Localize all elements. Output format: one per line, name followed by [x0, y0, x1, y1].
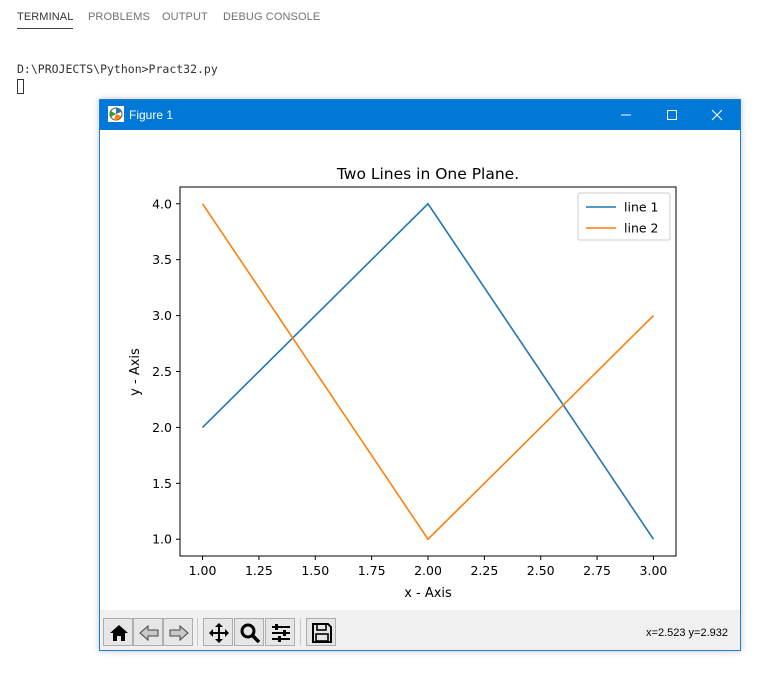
y-tick-label: 3.5: [152, 252, 172, 267]
y-tick-label: 2.5: [152, 364, 172, 379]
back-arrow-icon: [139, 624, 159, 642]
y-axis-label: y - Axis: [128, 348, 143, 396]
y-tick-label: 2.0: [152, 420, 172, 435]
tab-output[interactable]: OUTPUT: [162, 11, 208, 23]
legend-label-1: line 1: [624, 200, 659, 215]
y-axis-ticks: 1.0 1.5 2.0 2.5 3.0 3.5 4.0: [152, 196, 180, 547]
legend: line 1 line 2: [577, 192, 671, 241]
x-tick-label: 2.25: [470, 563, 498, 578]
zoom-button[interactable]: [234, 618, 264, 646]
configure-subplots-button[interactable]: [265, 618, 295, 646]
series-line-1: [201, 202, 655, 540]
panel-tab-bar: TERMINAL PROBLEMS OUTPUT DEBUG CONSOLE: [0, 0, 778, 34]
toolbar-separator: [197, 618, 198, 646]
x-tick-label: 1.75: [358, 563, 386, 578]
minimize-button[interactable]: [603, 100, 649, 130]
x-tick-label: 2.75: [583, 563, 611, 578]
x-tick-label: 1.00: [189, 563, 217, 578]
series-lines: [201, 202, 655, 541]
pan-button[interactable]: [203, 618, 233, 646]
configure-subplots-icon: [272, 624, 290, 642]
navigation-toolbar: x=2.523 y=2.932: [100, 610, 740, 650]
matplotlib-logo-icon: [108, 106, 124, 122]
series-line-2: [201, 203, 655, 541]
y-tick-label: 3.0: [152, 308, 172, 323]
x-tick-label: 2.00: [414, 563, 442, 578]
pan-move-icon: [209, 623, 229, 643]
line-chart[interactable]: Two Lines in One Plane. 1.00 1.25 1.50 1.75…: [100, 130, 740, 610]
x-tick-label: 1.50: [301, 563, 329, 578]
tab-problems[interactable]: PROBLEMS: [88, 11, 150, 23]
maximize-icon: [667, 110, 677, 120]
x-tick-label: 3.00: [640, 563, 668, 578]
save-button[interactable]: [306, 618, 336, 646]
close-button[interactable]: [694, 100, 740, 130]
home-icon: [110, 625, 128, 641]
home-button[interactable]: [103, 618, 133, 646]
minimize-icon: [621, 114, 631, 116]
zoom-magnifier-icon: [240, 623, 261, 644]
tab-terminal[interactable]: TERMINAL: [17, 11, 74, 29]
figure-window: Figure 1 Two Lines in One Plane. 1.00 1.2…: [99, 99, 741, 651]
y-tick-label: 4.0: [152, 196, 172, 211]
forward-button[interactable]: [163, 618, 193, 646]
title-bar[interactable]: Figure 1: [100, 100, 740, 130]
figure-canvas[interactable]: Two Lines in One Plane. 1.00 1.25 1.50 1.75…: [100, 130, 740, 610]
forward-arrow-icon: [169, 624, 189, 642]
y-tick-label: 1.0: [152, 532, 172, 547]
x-axis-ticks: 1.00 1.25 1.50 1.75 2.00 2.25 2.50 2.75 3.00: [189, 556, 668, 578]
back-button[interactable]: [133, 618, 163, 646]
plot-area-frame: [179, 186, 677, 557]
x-tick-label: 1.25: [245, 563, 273, 578]
chart-title: Two Lines in One Plane.: [336, 165, 519, 183]
window-title: Figure 1: [129, 108, 174, 122]
terminal-cursor: [17, 79, 24, 94]
close-icon: [711, 109, 723, 121]
save-floppy-icon: [312, 623, 332, 643]
x-tick-label: 2.50: [527, 563, 555, 578]
toolbar-separator: [300, 618, 301, 646]
x-axis-label: x - Axis: [404, 586, 452, 601]
terminal-command-line: D:\PROJECTS\Python>Pract32.py: [17, 62, 218, 76]
tab-debug-console[interactable]: DEBUG CONSOLE: [223, 11, 321, 23]
legend-label-2: line 2: [624, 221, 659, 236]
maximize-button[interactable]: [649, 100, 695, 130]
y-tick-label: 1.5: [152, 476, 172, 491]
cursor-coordinates: x=2.523 y=2.932: [646, 627, 728, 639]
